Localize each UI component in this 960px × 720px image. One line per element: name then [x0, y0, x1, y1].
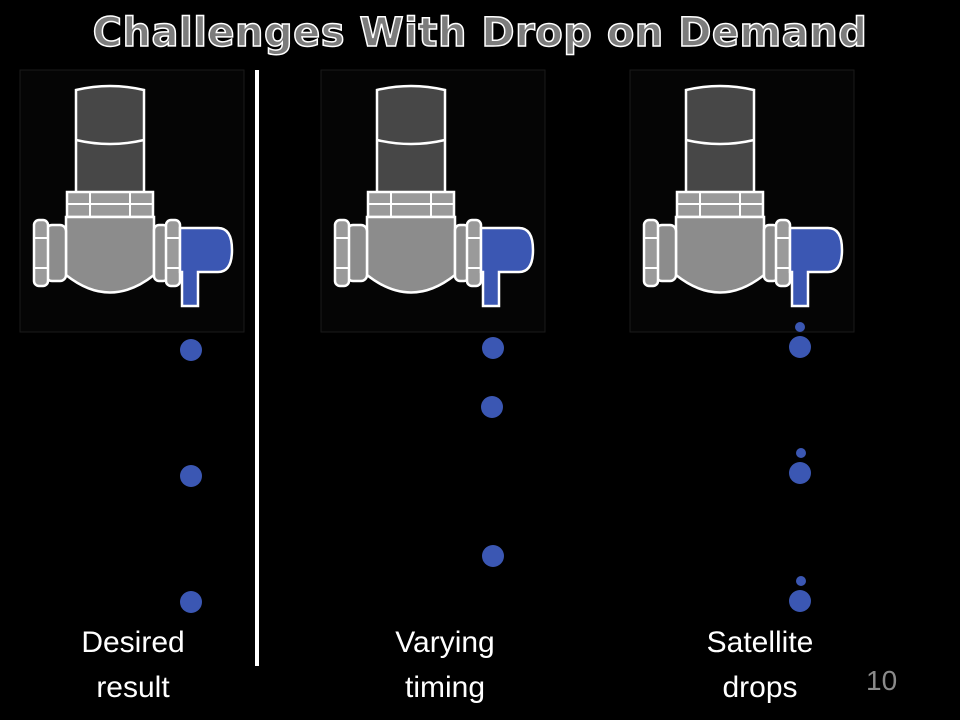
caption-varying-timing: Varying timing	[355, 620, 535, 710]
drop	[789, 462, 811, 484]
drop	[180, 339, 202, 361]
satellite-drop	[796, 448, 806, 458]
drop	[789, 336, 811, 358]
divider-line	[255, 70, 259, 666]
slide-title: Challenges With Drop on Demand	[92, 9, 868, 57]
valve-icon	[319, 68, 547, 334]
page-number: 10	[866, 665, 898, 696]
satellite-drop	[795, 322, 805, 332]
drop	[481, 396, 503, 418]
valve-icon	[628, 68, 856, 334]
caption-line: Satellite	[706, 626, 814, 659]
caption-line: Varying	[395, 626, 495, 659]
caption-desired-result: Desired result	[43, 620, 223, 710]
drop	[789, 590, 811, 612]
caption-line: drops	[722, 671, 798, 704]
caption-line: timing	[404, 671, 486, 704]
drop	[482, 545, 504, 567]
drop	[180, 591, 202, 613]
satellite-drop	[796, 576, 806, 586]
caption-satellite-drops: Satellite drops	[670, 620, 850, 710]
caption-line: result	[96, 671, 170, 704]
caption-line: Desired	[81, 626, 185, 659]
drop	[482, 337, 504, 359]
valve-icon	[18, 68, 246, 334]
drop	[180, 465, 202, 487]
